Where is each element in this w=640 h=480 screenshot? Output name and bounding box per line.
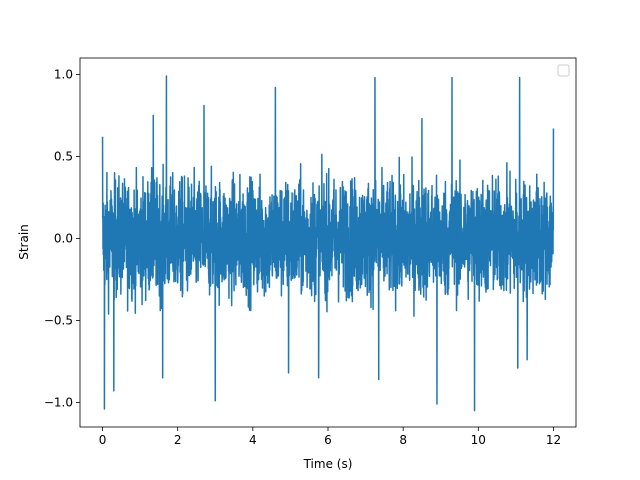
legend-box bbox=[557, 64, 570, 77]
x-ticks: 0 2 4 6 8 10 12 bbox=[99, 427, 561, 447]
y-tick-label: −1.0 bbox=[44, 395, 73, 409]
x-axis-label: Time (s) bbox=[303, 457, 353, 471]
y-ticks: −1.0 −0.5 0.0 0.5 1.0 bbox=[44, 67, 80, 409]
y-tick-label: 1.0 bbox=[54, 67, 73, 81]
x-tick-label: 6 bbox=[324, 433, 332, 447]
y-tick-label: 0.0 bbox=[54, 231, 73, 245]
series-layer bbox=[101, 75, 555, 412]
x-tick-label: 0 bbox=[99, 433, 107, 447]
y-axis-label: Strain bbox=[17, 224, 31, 260]
x-tick-label: 2 bbox=[174, 433, 182, 447]
y-tick-label: 0.5 bbox=[54, 149, 73, 163]
x-tick-label: 10 bbox=[471, 433, 486, 447]
y-tick-label: −0.5 bbox=[44, 313, 73, 327]
x-tick-label: 4 bbox=[249, 433, 257, 447]
x-tick-label: 8 bbox=[399, 433, 407, 447]
x-tick-label: 12 bbox=[546, 433, 561, 447]
strain-series-line bbox=[101, 75, 555, 412]
